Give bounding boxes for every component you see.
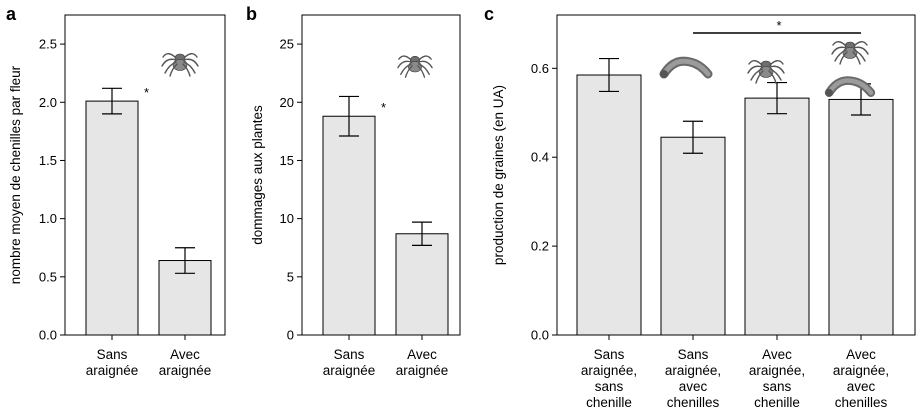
significance-marker: * bbox=[776, 18, 781, 33]
y-tick-label: 0 bbox=[287, 328, 294, 343]
error-bar bbox=[102, 87, 122, 115]
y-tick-label: 0.0 bbox=[531, 328, 549, 343]
y-tick-label: 0.5 bbox=[39, 269, 57, 284]
y-tick-label: 0.4 bbox=[531, 150, 549, 165]
y-axis-label: production de graines (en UA) bbox=[491, 85, 506, 265]
bar bbox=[828, 98, 894, 336]
bar bbox=[660, 136, 726, 336]
error-bar bbox=[767, 81, 787, 115]
y-tick-label: 2.0 bbox=[39, 95, 57, 110]
error-bar bbox=[175, 247, 195, 274]
y-tick-label: 20 bbox=[280, 95, 294, 110]
bar bbox=[322, 115, 376, 336]
panel-letter-a: a bbox=[6, 4, 17, 24]
panel-c-chart: 0.0 0.2 0.4 0.6 production de graines (en UA… bbox=[491, 14, 916, 410]
y-axis-label: dommages aux plantes bbox=[250, 105, 265, 245]
plot-frame bbox=[556, 14, 916, 336]
panel-letter-b: b bbox=[246, 4, 257, 24]
significance-marker: * bbox=[144, 85, 149, 100]
spider-icon bbox=[831, 41, 869, 65]
x-tick-label: Avec araignée bbox=[396, 347, 449, 378]
y-tick-label: 1.0 bbox=[39, 211, 57, 226]
caterpillar-icon bbox=[825, 81, 871, 97]
spider-icon bbox=[161, 53, 199, 77]
x-tick-label: Avec araignée, avec chenilles bbox=[833, 347, 889, 410]
panel-a-chart: 0.0 0.5 1.0 1.5 2.0 2.5 nombre moyen de chenil… bbox=[8, 14, 226, 378]
significance-marker: * bbox=[381, 100, 386, 115]
y-tick-label: 0.6 bbox=[531, 61, 549, 76]
y-tick-label: 5 bbox=[287, 269, 294, 284]
x-tick-label: Sans araignée bbox=[323, 347, 376, 378]
y-tick-label: 25 bbox=[280, 37, 294, 52]
y-axis-label: nombre moyen de chenilles par fleur bbox=[8, 65, 23, 284]
y-tick-label: 2.5 bbox=[39, 37, 57, 52]
bar bbox=[395, 233, 449, 336]
y-tick-label: 0.2 bbox=[531, 239, 549, 254]
error-bar bbox=[339, 95, 359, 137]
plot-frame bbox=[301, 14, 461, 336]
x-tick-label: Avec araignée, sans chenille bbox=[749, 347, 805, 410]
spider-icon bbox=[747, 60, 785, 84]
error-bar bbox=[599, 57, 619, 93]
bar bbox=[576, 74, 642, 336]
bar bbox=[744, 97, 810, 336]
error-bar bbox=[683, 120, 703, 154]
spider-icon bbox=[397, 55, 433, 78]
panel-b-chart: 0 5 10 15 20 25 dommages aux plantes Sans araign… bbox=[250, 14, 461, 378]
bar bbox=[85, 100, 139, 336]
caterpillar-icon bbox=[660, 61, 708, 78]
error-bar bbox=[412, 221, 432, 246]
x-tick-label: Avec araignée bbox=[159, 347, 212, 378]
plot-frame bbox=[64, 14, 226, 336]
y-tick-label: 1.5 bbox=[39, 153, 57, 168]
y-tick-label: 10 bbox=[280, 211, 294, 226]
y-tick-label: 15 bbox=[280, 153, 294, 168]
x-tick-label: Sans araignée, avec chenilles bbox=[665, 347, 721, 410]
panel-letter-c: c bbox=[484, 4, 494, 24]
x-tick-label: Sans araignée bbox=[86, 347, 139, 378]
x-tick-label: Sans araignée, sans chenille bbox=[581, 347, 637, 410]
y-tick-label: 0.0 bbox=[39, 328, 57, 343]
